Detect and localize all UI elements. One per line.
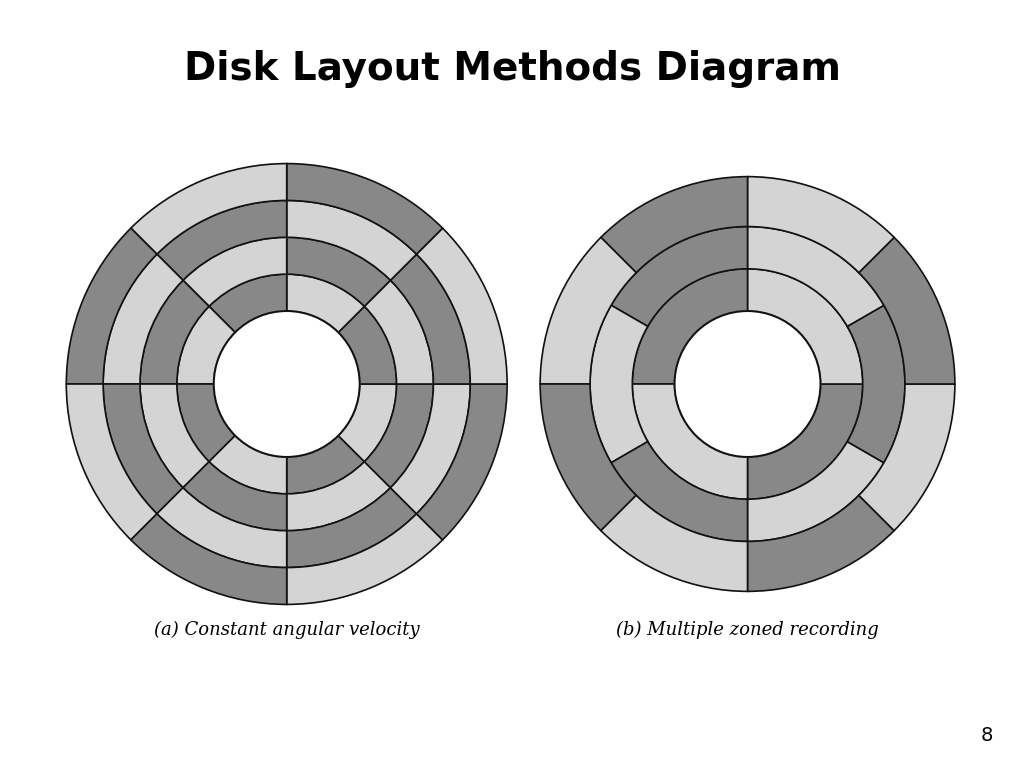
Wedge shape: [748, 227, 884, 326]
Wedge shape: [748, 442, 884, 541]
Wedge shape: [338, 384, 396, 462]
Wedge shape: [183, 237, 287, 306]
Wedge shape: [177, 306, 236, 384]
Wedge shape: [287, 164, 442, 254]
Wedge shape: [209, 274, 287, 333]
Wedge shape: [365, 384, 433, 488]
Circle shape: [214, 311, 359, 457]
Wedge shape: [131, 514, 287, 604]
Wedge shape: [390, 384, 470, 514]
Wedge shape: [748, 269, 862, 384]
Wedge shape: [338, 306, 396, 384]
Wedge shape: [140, 384, 209, 488]
Wedge shape: [417, 228, 507, 384]
Wedge shape: [103, 384, 183, 514]
Wedge shape: [601, 495, 748, 591]
Wedge shape: [183, 462, 287, 531]
Wedge shape: [632, 384, 748, 499]
Wedge shape: [748, 177, 894, 273]
Wedge shape: [632, 269, 748, 384]
Wedge shape: [590, 305, 648, 462]
Wedge shape: [611, 442, 748, 541]
Wedge shape: [601, 177, 748, 273]
Wedge shape: [390, 254, 470, 384]
Wedge shape: [847, 305, 905, 462]
Wedge shape: [67, 384, 157, 540]
Wedge shape: [417, 384, 507, 540]
Wedge shape: [157, 200, 287, 280]
Wedge shape: [140, 280, 209, 384]
Wedge shape: [365, 280, 433, 384]
Text: (b) Multiple zoned recording: (b) Multiple zoned recording: [616, 621, 879, 639]
Wedge shape: [287, 237, 390, 306]
Text: Disk Layout Methods Diagram: Disk Layout Methods Diagram: [183, 50, 841, 88]
Text: (a) Constant angular velocity: (a) Constant angular velocity: [154, 621, 420, 639]
Wedge shape: [611, 227, 748, 326]
Wedge shape: [541, 237, 636, 384]
Circle shape: [675, 311, 820, 457]
Text: 8: 8: [981, 726, 993, 745]
Wedge shape: [157, 488, 287, 568]
Wedge shape: [859, 237, 954, 384]
Wedge shape: [859, 384, 954, 531]
Wedge shape: [209, 435, 287, 494]
Wedge shape: [287, 488, 417, 568]
Wedge shape: [67, 228, 157, 384]
Wedge shape: [287, 200, 417, 280]
Wedge shape: [287, 514, 442, 604]
Wedge shape: [177, 384, 236, 462]
Wedge shape: [287, 274, 365, 333]
Wedge shape: [748, 495, 894, 591]
Wedge shape: [131, 164, 287, 254]
Wedge shape: [748, 384, 862, 499]
Wedge shape: [287, 462, 390, 531]
Wedge shape: [103, 254, 183, 384]
Wedge shape: [540, 384, 636, 531]
Wedge shape: [287, 435, 365, 494]
